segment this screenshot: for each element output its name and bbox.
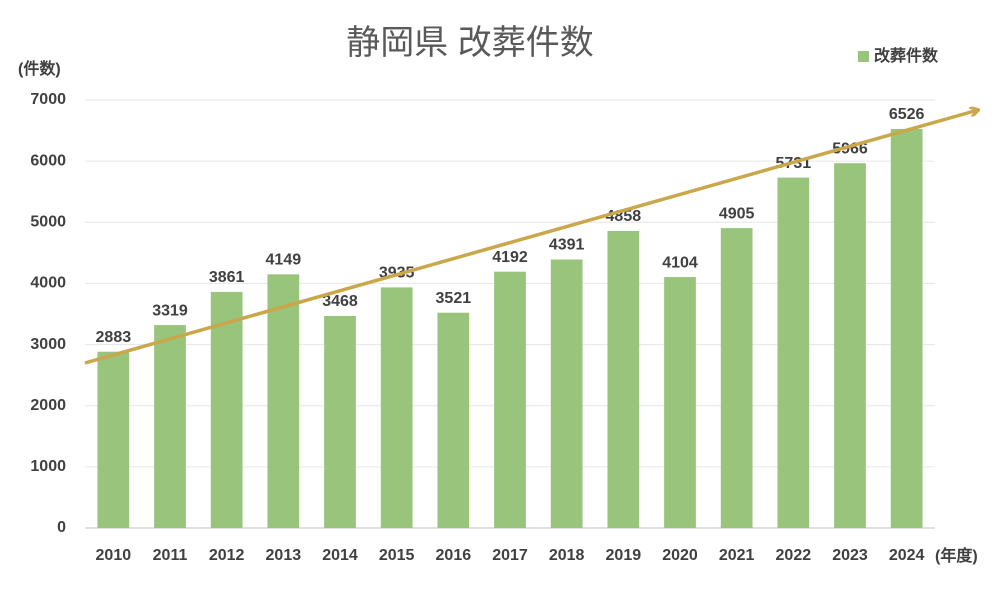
data-label: 3521 <box>436 290 472 307</box>
plot-area: 0 1000 2000 3000 4000 5000 6000 7000 2010 2883 201… <box>30 46 939 564</box>
y-tick-label: 2000 <box>30 397 66 414</box>
x-tick-label: 2022 <box>776 547 812 564</box>
x-tick-label: 2019 <box>606 547 642 564</box>
x-tick-label: 2014 <box>322 547 358 564</box>
bar <box>380 287 413 528</box>
trend-arrow <box>84 110 978 365</box>
y-tick-label: 4000 <box>30 275 66 292</box>
bar <box>664 277 696 528</box>
x-axis-label: (年度) <box>935 546 978 565</box>
y-tick-label: 6000 <box>30 152 66 169</box>
data-label: 4192 <box>492 249 528 266</box>
legend-label: 改葬件数 <box>874 46 939 65</box>
bar <box>890 128 923 528</box>
x-tick-label: 2012 <box>209 547 245 564</box>
x-tick-label: 2010 <box>96 547 132 564</box>
bar <box>834 163 866 528</box>
data-label: 4391 <box>549 237 585 254</box>
y-tick-label: 7000 <box>30 91 66 108</box>
y-tick-label: 0 <box>57 519 66 536</box>
x-tick-label: 2018 <box>549 547 585 564</box>
x-tick-label: 2011 <box>153 547 188 564</box>
data-label: 4104 <box>662 254 698 271</box>
x-tick-label: 2016 <box>436 547 472 564</box>
x-tick-label: 2023 <box>832 547 868 564</box>
data-label: 3468 <box>322 293 358 310</box>
y-tick-label: 3000 <box>30 336 66 353</box>
chart-title: 静岡県 改葬件数 <box>346 24 593 62</box>
legend-swatch <box>858 51 869 62</box>
x-tick-label: 2017 <box>492 547 528 564</box>
x-tick-label: 2020 <box>662 547 698 564</box>
y-axis-label: (件数) <box>18 59 61 78</box>
bar <box>267 274 300 528</box>
x-tick-label: 2024 <box>889 547 925 564</box>
bar <box>550 259 583 528</box>
data-label: 2883 <box>96 329 132 346</box>
bar <box>777 177 810 529</box>
data-label: 4149 <box>266 252 302 269</box>
bar <box>97 351 130 528</box>
bar <box>154 325 186 528</box>
data-label: 3319 <box>152 302 188 319</box>
bar <box>437 312 470 528</box>
data-label: 3861 <box>209 269 245 286</box>
bar <box>607 230 640 528</box>
data-label: 4905 <box>719 205 755 222</box>
x-tick-label: 2013 <box>266 547 302 564</box>
bar <box>494 271 526 528</box>
bar <box>210 291 243 528</box>
bar <box>720 228 753 528</box>
x-tick-label: 2021 <box>719 547 755 564</box>
bar <box>324 315 356 528</box>
y-tick-label: 5000 <box>30 214 66 231</box>
data-label: 6526 <box>889 106 925 123</box>
y-tick-label: 1000 <box>30 458 66 475</box>
x-tick-label: 2015 <box>379 547 415 564</box>
